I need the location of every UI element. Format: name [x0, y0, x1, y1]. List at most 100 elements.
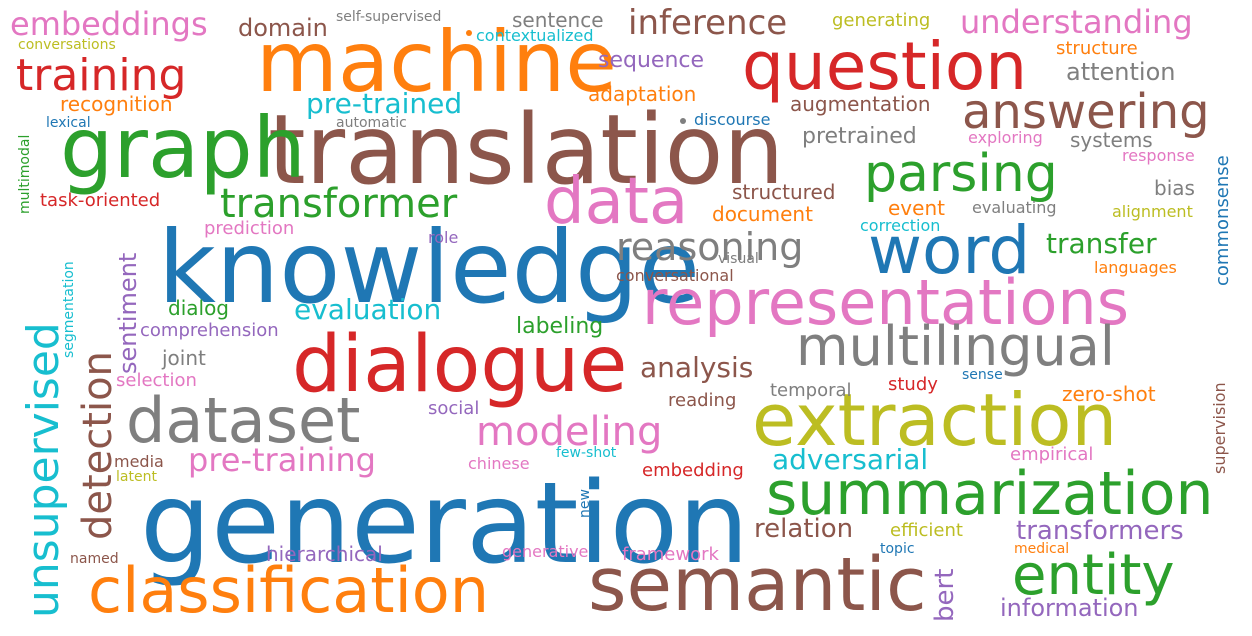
word: sentiment: [114, 252, 142, 374]
word: summarization: [766, 459, 1214, 529]
word: labeling: [516, 314, 604, 339]
word: new: [577, 489, 593, 518]
word: recognition: [60, 92, 173, 116]
word: answering: [962, 84, 1210, 140]
word: semantic: [588, 542, 927, 628]
word: translation: [268, 94, 785, 206]
word: embedding: [642, 460, 744, 481]
word: parsing: [864, 144, 1058, 204]
word: knowledge: [158, 209, 701, 326]
word: temporal: [770, 380, 852, 401]
word: selection: [116, 370, 197, 391]
word: framework: [622, 544, 719, 565]
word: joint: [162, 346, 206, 370]
word: conversational: [616, 266, 734, 285]
word: pretrained: [802, 124, 917, 149]
word: sense: [962, 367, 1003, 383]
word: generating: [832, 10, 931, 31]
word: classification: [88, 554, 490, 627]
word: embeddings: [10, 5, 208, 43]
word: zero-shot: [1062, 382, 1156, 406]
word: augmentation: [790, 92, 931, 116]
word: social: [428, 398, 480, 419]
word: transfer: [1046, 227, 1157, 260]
word: alignment: [1112, 202, 1193, 221]
word: attention: [1066, 58, 1176, 86]
word: sentence: [512, 8, 604, 32]
word: media: [114, 452, 164, 471]
word: inference: [628, 3, 788, 43]
word: comprehension: [140, 320, 279, 341]
word: word: [868, 212, 1031, 289]
word: dataset: [126, 384, 361, 457]
word: structured: [732, 180, 836, 204]
word: named: [70, 551, 119, 567]
word: information: [1000, 594, 1139, 622]
word: graph: [60, 99, 306, 197]
word: dialog: [168, 296, 229, 320]
word: role: [428, 228, 459, 247]
word: reading: [668, 390, 737, 411]
word: unsupervised: [18, 322, 69, 618]
word: analysis: [640, 351, 754, 384]
word: machine: [256, 13, 617, 111]
word: bert: [930, 568, 960, 622]
dot: [466, 30, 472, 36]
word: extraction: [752, 378, 1118, 462]
word: efficient: [890, 520, 963, 541]
word: automatic: [336, 115, 407, 131]
word: chinese: [468, 454, 530, 473]
word: topic: [880, 541, 915, 557]
word: task-oriented: [40, 190, 161, 211]
word: segmentation: [61, 261, 77, 358]
word: representations: [642, 266, 1130, 339]
word: question: [742, 28, 1028, 105]
word: exploring: [968, 128, 1043, 147]
word: document: [712, 202, 813, 226]
word: adaptation: [588, 82, 697, 106]
word: reasoning: [616, 225, 804, 269]
word: contextualized: [476, 26, 594, 45]
word: transformer: [220, 181, 458, 227]
word: self-supervised: [336, 9, 442, 25]
word: domain: [238, 14, 328, 42]
word: training: [16, 50, 187, 101]
word: systems: [1070, 128, 1153, 152]
word: relation: [754, 514, 854, 544]
word: response: [1122, 146, 1195, 165]
word: modeling: [476, 409, 663, 455]
word: supervision: [1210, 382, 1229, 474]
word: generation: [140, 459, 750, 589]
word: lexical: [46, 115, 91, 131]
word: sequence: [598, 48, 705, 73]
word: pre-trained: [306, 87, 463, 120]
word: entity: [1012, 543, 1175, 608]
word: correction: [860, 216, 941, 235]
word: hierarchical: [266, 542, 383, 566]
word: discourse: [694, 110, 771, 129]
word: understanding: [960, 3, 1193, 41]
word: visual: [718, 251, 759, 267]
word: languages: [1094, 258, 1177, 277]
word: medical: [1014, 541, 1070, 557]
word: evaluating: [972, 198, 1057, 217]
word: bias: [1154, 176, 1195, 200]
word: event: [888, 196, 945, 220]
word: evaluation: [294, 293, 442, 326]
word: detection: [75, 351, 121, 540]
word: multimodal: [17, 134, 33, 214]
word: commonsense: [1212, 155, 1233, 286]
word: multilingual: [796, 315, 1115, 378]
word: dialogue: [292, 320, 628, 410]
word: transformers: [1016, 516, 1184, 546]
word: empirical: [1010, 444, 1094, 465]
word: conversations: [18, 37, 116, 53]
word: study: [888, 374, 938, 395]
word: pre-training: [188, 441, 376, 479]
word: few-shot: [556, 445, 617, 461]
word: prediction: [204, 218, 295, 239]
word: data: [544, 165, 689, 239]
word: latent: [116, 469, 157, 485]
word: adversarial: [772, 443, 929, 476]
